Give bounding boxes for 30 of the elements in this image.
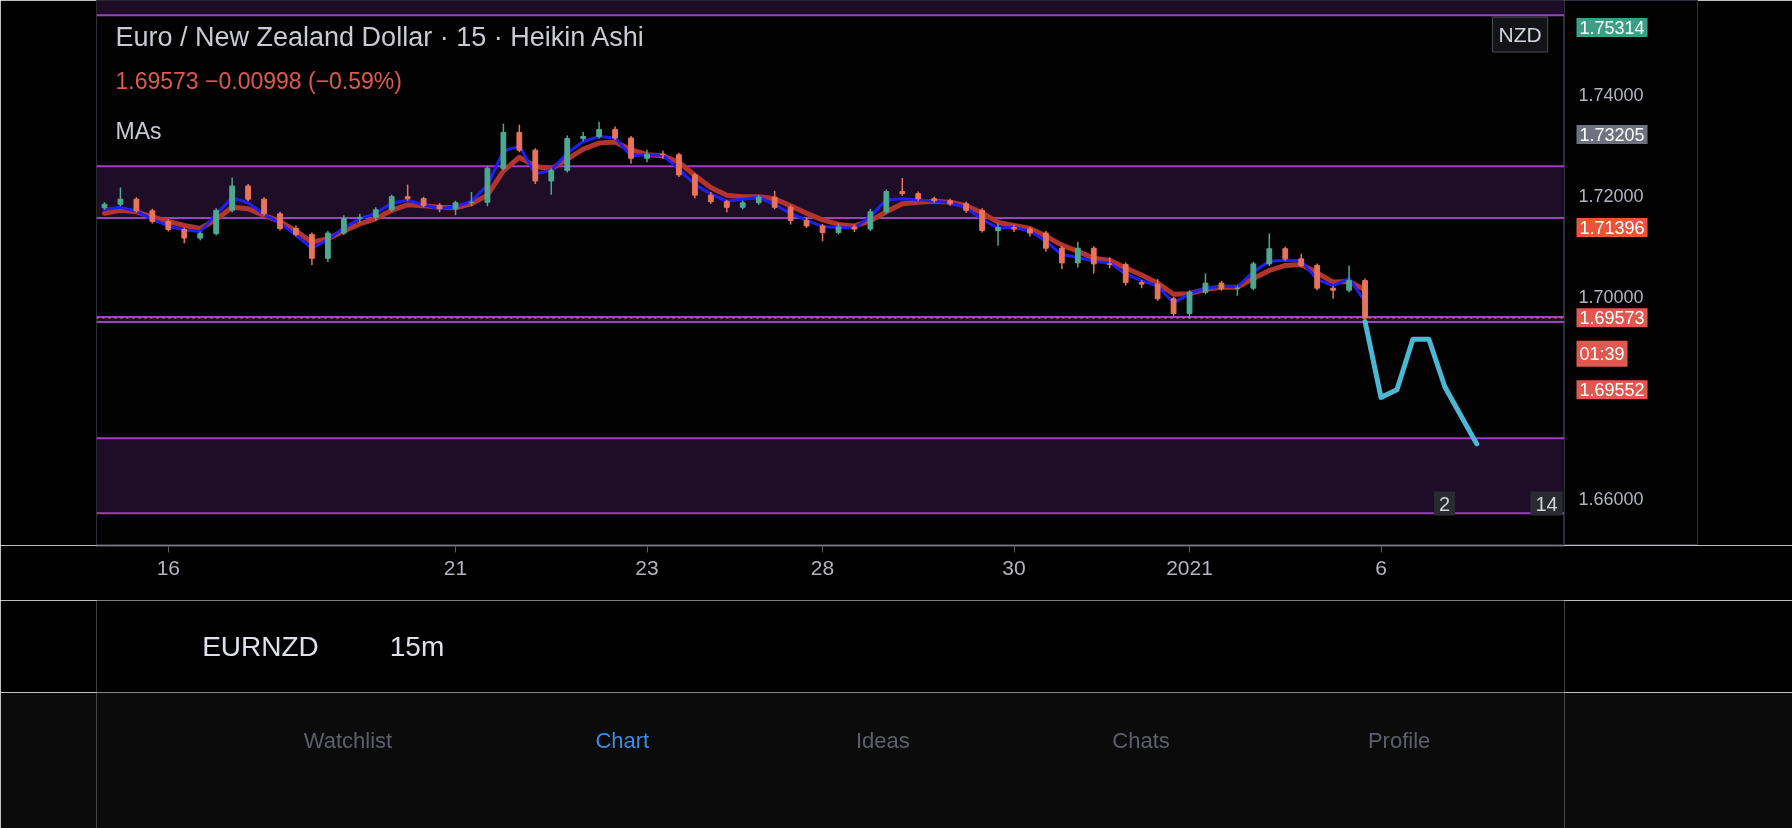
annotation: MAs bbox=[115, 117, 162, 144]
x-tick-label: 2021 bbox=[1166, 555, 1213, 579]
text: Profile bbox=[1367, 728, 1431, 753]
x-tick-label: 23 bbox=[635, 555, 659, 579]
text: 15m bbox=[389, 631, 445, 662]
y-tick-label: 1.66000 bbox=[1578, 488, 1644, 509]
y-tick-label: 1.74000 bbox=[1578, 84, 1644, 105]
x-tick-label: 6 bbox=[1375, 555, 1387, 579]
x-tick-label: 30 bbox=[1002, 555, 1026, 579]
text: EURNZD bbox=[202, 631, 319, 662]
text: Euro / New Zealand Dollar · 15 · Heikin Ashi bbox=[115, 21, 644, 52]
text: 1.69573 −0.00998 (−0.59%) bbox=[115, 67, 402, 94]
annotation: 14 bbox=[1535, 492, 1558, 515]
x-tick-label: 16 bbox=[156, 555, 180, 579]
ref-line-label: 1.69573 bbox=[1579, 308, 1645, 329]
text: Chats bbox=[1112, 728, 1170, 753]
text: 1.69552 bbox=[1579, 380, 1645, 401]
text: 1.73205 bbox=[1579, 125, 1645, 145]
annotation: NZD bbox=[1498, 23, 1542, 46]
text: 1.71396 bbox=[1579, 218, 1645, 238]
y-tick-label: 1.70000 bbox=[1578, 286, 1644, 307]
text: 1.75314 bbox=[1579, 18, 1645, 38]
text: Watchlist bbox=[303, 728, 393, 753]
text: Ideas bbox=[855, 728, 910, 753]
x-tick-label: 21 bbox=[443, 555, 468, 579]
y-tick-label: 1.72000 bbox=[1578, 185, 1644, 206]
annotation: 2 bbox=[1438, 492, 1451, 515]
x-tick-label: 28 bbox=[810, 555, 835, 579]
text: 01:39 bbox=[1579, 343, 1625, 364]
text: Chart bbox=[595, 728, 650, 753]
